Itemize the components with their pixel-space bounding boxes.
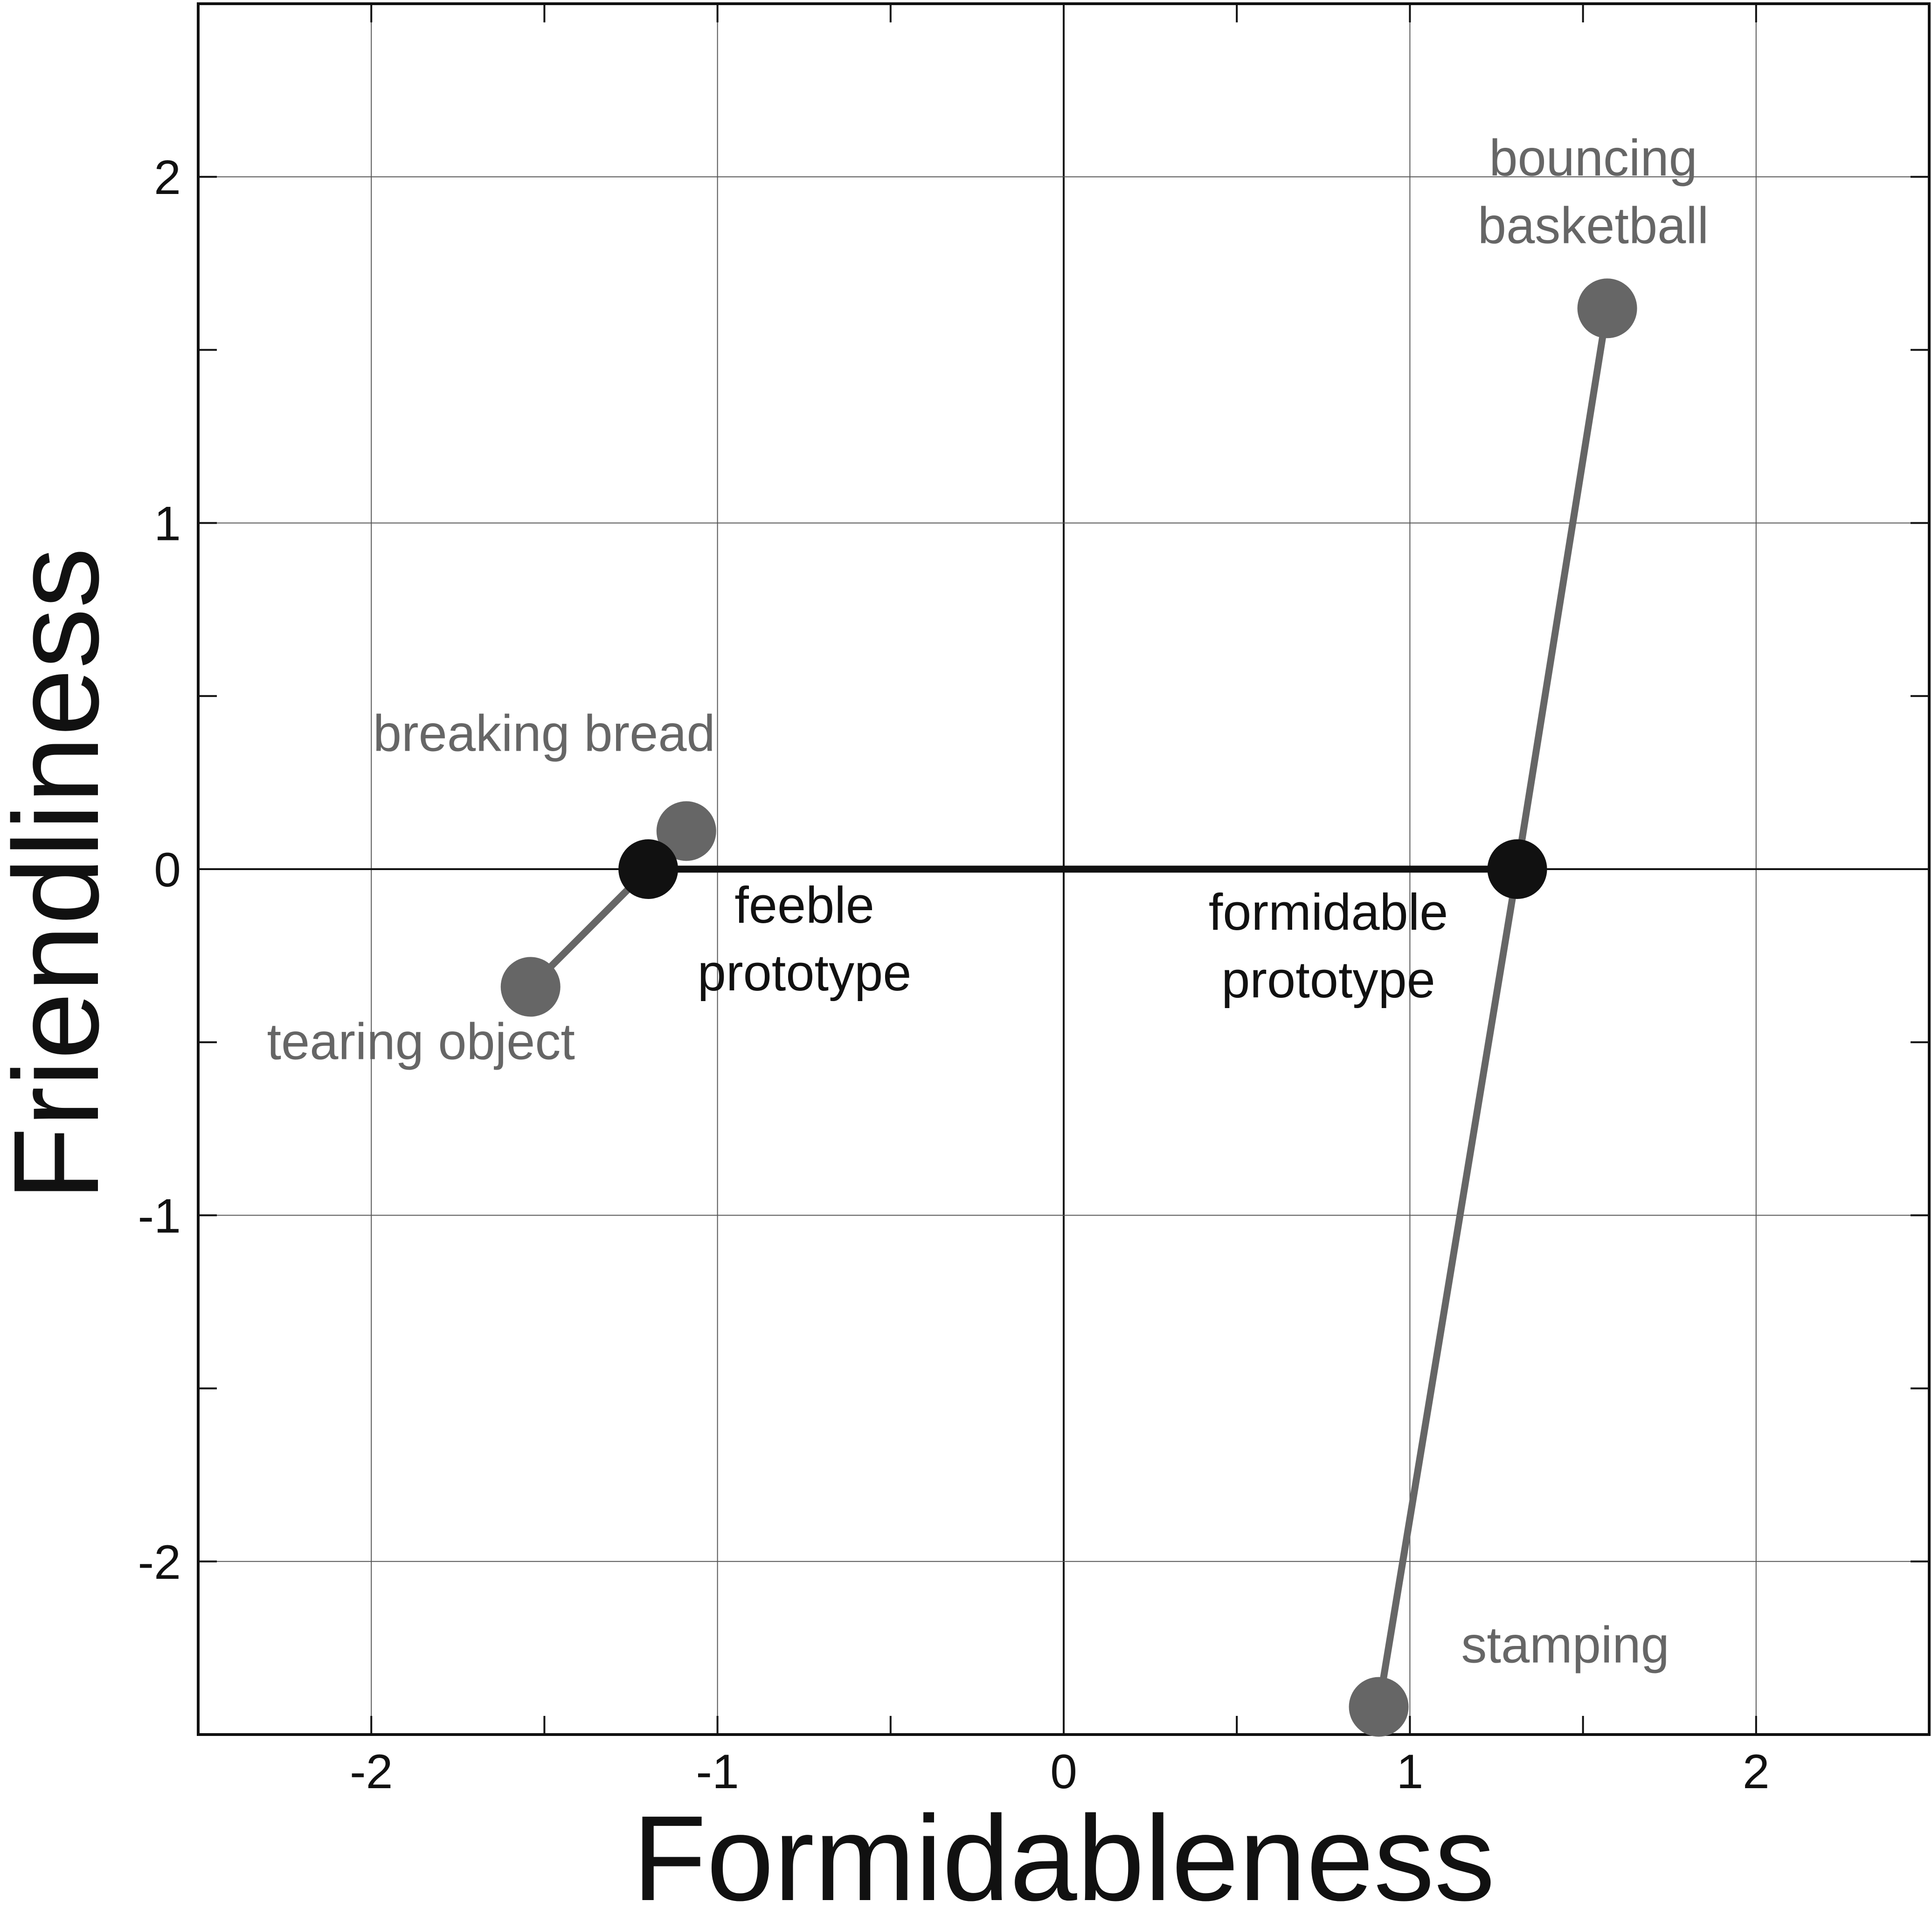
connection-line-formidable-stamping	[1375, 865, 1521, 1711]
x-axis-title: Formidableness	[632, 1791, 1495, 1908]
point-label-formidable: prototype	[1221, 951, 1435, 1009]
data-point-feeble	[618, 839, 679, 899]
point-labels: feeble prototype formidable prototype breaki…	[267, 129, 1709, 1673]
point-label-bouncing-basketball: basketball	[1478, 197, 1709, 254]
point-label-feeble: prototype	[698, 944, 912, 1002]
point-label-bouncing-basketball: bouncing	[1489, 129, 1697, 187]
x-tick-label: 1	[1396, 1745, 1423, 1799]
y-tick-label: 1	[154, 497, 181, 551]
data-points	[500, 278, 1637, 1737]
point-label-tearing-object: tearing object	[267, 1013, 575, 1070]
x-tick-label: 0	[1050, 1745, 1077, 1799]
y-tick-label: 0	[154, 843, 181, 897]
y-axis-title: Friendliness	[0, 547, 124, 1201]
connection-lines	[527, 304, 1611, 1711]
data-point-formidable	[1487, 839, 1547, 899]
connection-line-formidable-bouncing-basketball	[1514, 304, 1611, 873]
y-tick-label: 2	[154, 151, 181, 205]
x-tick-label: -1	[696, 1745, 739, 1799]
data-point-tearing-object	[500, 957, 561, 1017]
axis-ticks	[198, 4, 1929, 1735]
point-label-feeble: feeble	[734, 877, 874, 934]
x-tick-label: -2	[350, 1745, 393, 1799]
point-label-formidable: formidable	[1209, 884, 1448, 941]
tick-labels: -2 -1 0 1 2 -2 -1 0 1 2	[138, 151, 1770, 1799]
data-point-stamping	[1349, 1677, 1409, 1737]
x-tick-label: 2	[1743, 1745, 1770, 1799]
y-tick-label: -2	[138, 1535, 181, 1590]
point-label-breaking-bread: breaking bread	[373, 705, 715, 762]
y-tick-label: -1	[138, 1189, 181, 1243]
data-point-bouncing-basketball	[1577, 278, 1637, 339]
point-label-stamping: stamping	[1461, 1617, 1669, 1674]
data-point-breaking-bread	[656, 801, 716, 861]
